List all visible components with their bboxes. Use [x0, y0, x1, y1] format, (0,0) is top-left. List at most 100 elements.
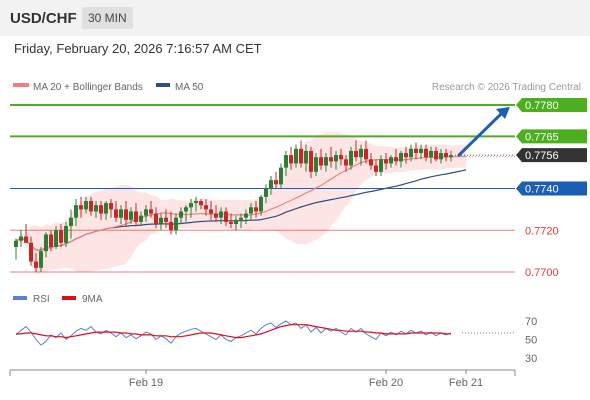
rsi-panel: 70 50 30 [15, 316, 537, 365]
candle [109, 198, 113, 218]
symbol-title: USD/CHF [10, 10, 77, 27]
level-label-tag [516, 129, 587, 144]
candle-body [99, 205, 103, 214]
x-tick-label: Feb 19 [129, 377, 163, 389]
price-legend: MA 20 + Bollinger Bands MA 50 Research ©… [13, 82, 581, 93]
candle [374, 159, 378, 176]
candle-body [319, 157, 323, 166]
candle [389, 155, 393, 168]
candle [404, 146, 408, 164]
candle-body [309, 150, 313, 172]
projection-arrow [457, 107, 510, 157]
candle-body [249, 207, 253, 214]
candle [239, 213, 243, 229]
candle-body [314, 157, 318, 172]
candle [384, 153, 388, 170]
candle [39, 246, 43, 272]
ma20-legend-swatch [13, 83, 29, 87]
candle [159, 213, 163, 231]
candle [99, 201, 103, 220]
candle [54, 226, 58, 250]
key-levels [10, 104, 515, 273]
candle [49, 230, 53, 252]
candle [249, 203, 253, 220]
candle [174, 213, 178, 235]
candle-body [354, 150, 358, 158]
rsi-ma-legend-label: 9MA [82, 294, 103, 305]
candle-body [344, 159, 348, 166]
candle [194, 196, 198, 212]
candle-body [194, 201, 198, 204]
level-label-text: 0.7765 [525, 131, 559, 143]
rsi-tick-label: 30 [525, 353, 537, 365]
candle-body [109, 203, 113, 210]
candle-body [414, 148, 418, 154]
candle [279, 163, 283, 189]
candle-body [234, 219, 238, 224]
candle [349, 146, 353, 170]
level-label-resistance: 0.7780 [516, 98, 587, 112]
candle-body [114, 209, 118, 218]
candle [269, 175, 273, 195]
candle-body [364, 148, 368, 160]
candle [184, 205, 188, 222]
candle [74, 198, 78, 227]
candle-body [284, 155, 288, 168]
candle [89, 196, 93, 216]
candle [29, 236, 33, 266]
candle [14, 238, 18, 260]
candles [14, 140, 453, 272]
candle [444, 148, 448, 162]
candle-body [129, 211, 133, 220]
candle [359, 144, 363, 166]
candle [24, 223, 28, 243]
candle-body [329, 157, 333, 162]
candle-body [339, 155, 343, 160]
candle [19, 230, 23, 247]
candle-body [274, 180, 278, 185]
candle-body [44, 234, 48, 252]
candle-body [19, 236, 23, 241]
candle-body [279, 167, 283, 185]
bollinger-band-fill [16, 131, 466, 275]
candle-body [209, 209, 213, 214]
timeframe-button[interactable]: 30 MIN [82, 7, 133, 29]
credit-label: Research © 2026 Trading Central [432, 82, 581, 93]
candle [234, 215, 238, 231]
candle-body [244, 213, 248, 218]
candle-body [264, 188, 268, 197]
candle-body [159, 217, 163, 224]
candle-body [174, 217, 178, 231]
candle [134, 203, 138, 227]
level-label-tag [516, 98, 587, 112]
level-label-tag [516, 148, 587, 163]
ma50-legend-swatch [156, 83, 170, 87]
candle [424, 144, 428, 162]
candle [154, 207, 158, 229]
candle [414, 142, 418, 160]
candle [254, 201, 258, 218]
candle-body [424, 148, 428, 158]
candle-body [254, 207, 258, 212]
level-label-pivot: 0.7740 [516, 181, 587, 196]
header-bar: USD/CHF 30 MIN [0, 0, 590, 36]
candle [334, 150, 338, 170]
candle [294, 144, 298, 168]
level-label-tag [516, 181, 587, 196]
candle [274, 171, 278, 189]
candle [329, 146, 333, 168]
candle [219, 207, 223, 224]
candle [409, 144, 413, 162]
candle [354, 140, 358, 162]
candle [244, 209, 248, 224]
candle [314, 153, 318, 176]
rsi-tick-label: 70 [525, 316, 537, 328]
level-label-text: 0.7700 [525, 267, 559, 279]
candle [189, 198, 193, 218]
candle [144, 205, 148, 222]
level-label-resistance: 0.7765 [516, 129, 587, 144]
candle-body [419, 148, 423, 154]
candle-body [239, 217, 243, 220]
candle-body [144, 209, 148, 216]
candle-body [179, 211, 183, 218]
